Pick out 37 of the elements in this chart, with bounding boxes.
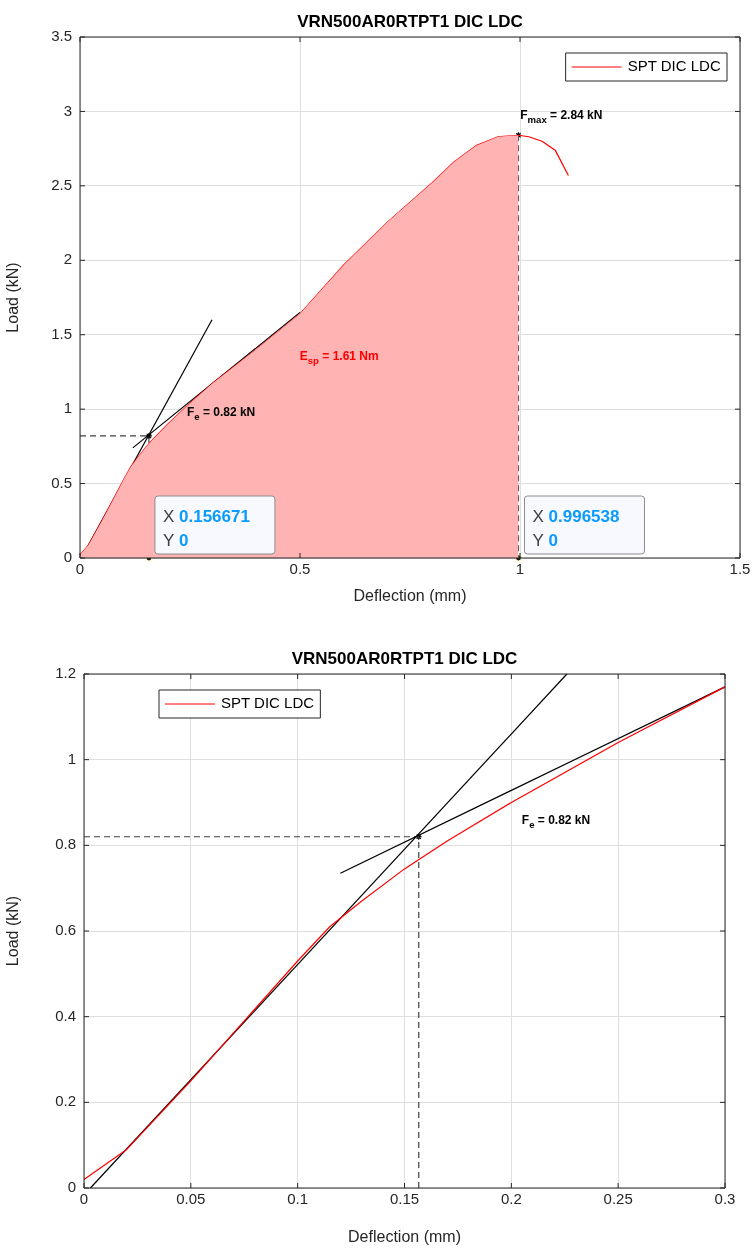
chart-title: VRN500AR0RTPT1 DIC LDC bbox=[297, 12, 523, 32]
y-tick-label: 0 bbox=[67, 1178, 76, 1196]
legend-label: SPT DIC LDC bbox=[221, 694, 315, 712]
x-tick-label: 0.3 bbox=[714, 1190, 736, 1208]
point bbox=[145, 432, 153, 440]
point bbox=[514, 131, 523, 139]
x-tick-label: 1.5 bbox=[729, 560, 751, 578]
y-tick-label: 1.5 bbox=[51, 324, 72, 342]
y-tick-label: 1 bbox=[63, 399, 72, 417]
chart-title: VRN500AR0RTPT1 DIC LDC bbox=[291, 649, 518, 669]
y-tick-label: 0.5 bbox=[51, 473, 72, 491]
y-axis-title: Load (kN) bbox=[4, 895, 22, 967]
x-tick-label: 0 bbox=[79, 1190, 89, 1208]
annotation: X 0.156671 Y 0 bbox=[162, 507, 250, 550]
y-tick-label: 0.4 bbox=[55, 1006, 76, 1024]
x-tick-label: 0.05 bbox=[176, 1190, 206, 1208]
annotation: X 0.996538 Y 0 bbox=[532, 507, 620, 550]
y-axis-title: Load (kN) bbox=[4, 262, 22, 333]
x-axis-title: Deflection (mm) bbox=[353, 586, 467, 604]
x-tick-label: 0.25 bbox=[603, 1190, 633, 1208]
y-tick-label: 1.2 bbox=[55, 664, 76, 682]
y-tick-label: 2 bbox=[63, 250, 72, 268]
legend-label: SPT DIC LDC bbox=[627, 57, 721, 75]
x-tick-label: 1 bbox=[515, 560, 525, 578]
x-axis-title: Deflection (mm) bbox=[348, 1227, 461, 1245]
y-tick-label: 0.8 bbox=[55, 835, 76, 853]
y-tick-label: 0.6 bbox=[55, 921, 76, 939]
x-tick-label: 0.5 bbox=[289, 560, 311, 578]
y-tick-label: 0 bbox=[63, 548, 72, 566]
y-tick-label: 0.2 bbox=[55, 1092, 76, 1110]
y-tick-label: 1 bbox=[67, 749, 76, 767]
x-tick-label: 0.15 bbox=[389, 1190, 420, 1208]
y-tick-label: 2.5 bbox=[51, 176, 72, 193]
x-tick-label: 0.1 bbox=[287, 1190, 309, 1208]
x-tick-label: 0.2 bbox=[500, 1190, 522, 1208]
y-tick-label: 3 bbox=[63, 101, 72, 119]
y-tick-label: 3.5 bbox=[51, 27, 72, 45]
